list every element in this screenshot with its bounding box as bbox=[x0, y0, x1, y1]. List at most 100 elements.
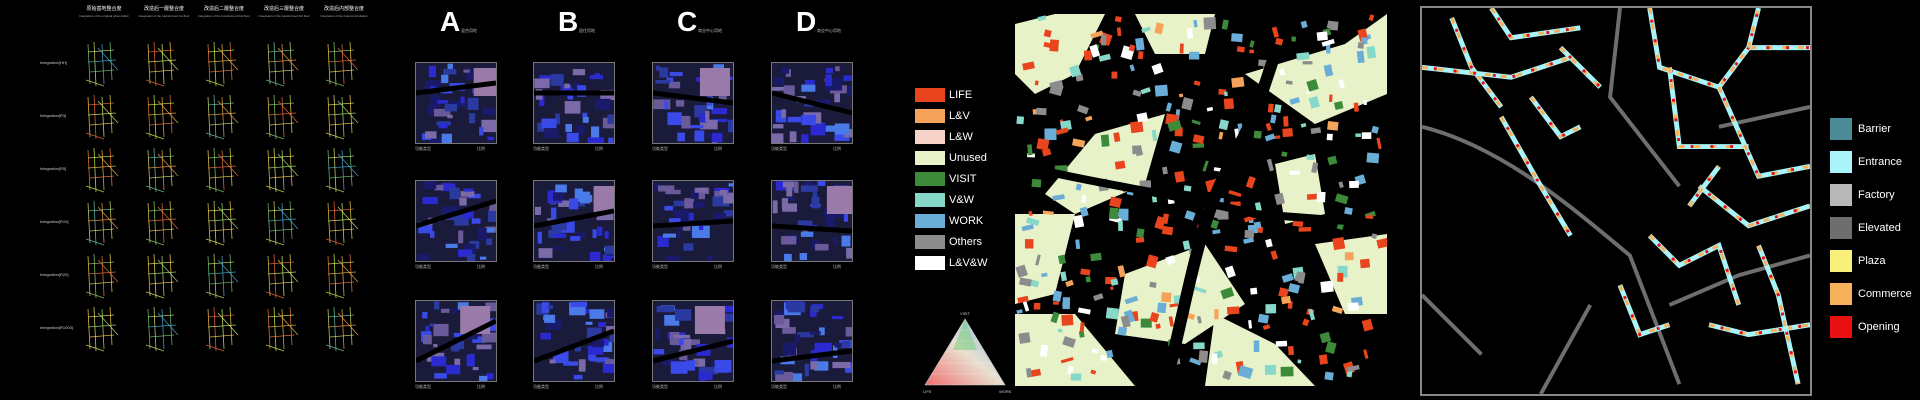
legend-label: LIFE bbox=[949, 89, 973, 101]
column-subtitle: Integration of the transformed 1st floor bbox=[138, 14, 190, 18]
integration-minimap bbox=[265, 253, 299, 299]
tile-buildings bbox=[534, 68, 614, 143]
legend-item: Entrance bbox=[1830, 151, 1902, 173]
legend-label: V&W bbox=[949, 194, 975, 206]
row-label: Integration[R1000] bbox=[40, 325, 73, 330]
function-tile bbox=[771, 180, 853, 262]
tile-buildings bbox=[653, 305, 733, 381]
integration-minimap bbox=[145, 306, 179, 352]
tile-buildings bbox=[416, 181, 496, 261]
function-tile bbox=[652, 300, 734, 382]
unused-land bbox=[1245, 14, 1387, 124]
column-letter: B bbox=[558, 6, 579, 37]
integration-minimap bbox=[325, 41, 359, 87]
function-tile bbox=[771, 300, 853, 382]
column-subtitle: Integration of the internal circulation bbox=[320, 14, 368, 18]
integration-minimap bbox=[145, 41, 179, 87]
tile-caption: 功能类型 bbox=[415, 146, 431, 151]
function-tile bbox=[415, 62, 497, 144]
legend-label: L&V bbox=[949, 110, 970, 122]
legend-swatch bbox=[915, 88, 945, 102]
column-subtitle: 商业中心用地 bbox=[698, 28, 722, 33]
legend-label: Plaza bbox=[1858, 255, 1886, 267]
tile-buildings bbox=[772, 181, 852, 261]
land-use-panel: LIFE L&V L&W Unused VISIT V&W WORK Others L&V&W … bbox=[915, 0, 1395, 400]
tile-caption: 功能类型 bbox=[533, 384, 549, 389]
tile-buildings bbox=[534, 301, 614, 380]
tile-caption: 功能类型 bbox=[533, 264, 549, 269]
legend-swatch bbox=[915, 130, 945, 144]
triangle-right-label: WORK bbox=[999, 389, 1012, 394]
integration-minimap bbox=[85, 200, 119, 246]
tile-buildings bbox=[653, 64, 733, 143]
column-subtitle: 商业中心用地 bbox=[817, 28, 841, 33]
elevated-road bbox=[1608, 8, 1681, 188]
street-interface-panel: Barrier Entrance Factory Elevated Plaza Comme… bbox=[1420, 0, 1920, 400]
legend-item: Barrier bbox=[1830, 118, 1891, 140]
land-use-map bbox=[1015, 14, 1387, 386]
legend-item: WORK bbox=[915, 214, 983, 228]
integration-minimap bbox=[265, 200, 299, 246]
legend-label: L&W bbox=[949, 131, 973, 143]
legend-label: Unused bbox=[949, 152, 987, 164]
column-subtitle: Integration of the transformed 3rd floor bbox=[258, 14, 310, 18]
legend-item: Commerce bbox=[1830, 283, 1912, 305]
tile-caption: 比例 bbox=[833, 264, 841, 269]
column-header: 改造后内部整合度 Integration of the internal circ… bbox=[314, 6, 374, 20]
tile-caption: 比例 bbox=[477, 384, 485, 389]
integration-minimap bbox=[265, 94, 299, 140]
unused-land bbox=[1315, 234, 1387, 314]
tile-caption: 比例 bbox=[477, 146, 485, 151]
tile-caption: 功能类型 bbox=[533, 146, 549, 151]
tile-caption: 比例 bbox=[714, 146, 722, 151]
legend-label: Opening bbox=[1858, 321, 1900, 333]
integration-minimap bbox=[325, 94, 359, 140]
legend-label: Elevated bbox=[1858, 222, 1901, 234]
function-tile bbox=[533, 300, 615, 382]
triangle-left-label: LIFE bbox=[923, 389, 932, 394]
function-tile bbox=[771, 62, 853, 144]
legend-item: VISIT bbox=[915, 172, 977, 186]
integration-minimap bbox=[145, 253, 179, 299]
elevated-road bbox=[1422, 293, 1483, 356]
tile-caption: 比例 bbox=[477, 264, 485, 269]
legend-item: V&W bbox=[915, 193, 974, 207]
legend-swatch bbox=[915, 151, 945, 165]
function-tile bbox=[415, 180, 497, 262]
legend-swatch bbox=[1830, 316, 1852, 338]
triangle-top-label: VISIT bbox=[960, 311, 971, 316]
column-letter: A bbox=[440, 6, 461, 37]
legend-item: Plaza bbox=[1830, 250, 1886, 272]
row-label: Integration[R3] bbox=[40, 113, 67, 118]
tile-caption: 比例 bbox=[714, 384, 722, 389]
legend-swatch bbox=[915, 214, 945, 228]
function-tile bbox=[652, 180, 734, 262]
legend-swatch bbox=[915, 235, 945, 249]
function-tile bbox=[533, 62, 615, 144]
legend-swatch bbox=[1830, 250, 1852, 272]
legend-item: Factory bbox=[1830, 184, 1895, 206]
legend-swatch bbox=[1830, 151, 1852, 173]
integration-minimap bbox=[265, 306, 299, 352]
legend-swatch bbox=[1830, 118, 1852, 140]
legend-label: WORK bbox=[949, 215, 984, 227]
tile-buildings bbox=[772, 66, 852, 143]
row-label: Integration[R5] bbox=[40, 166, 67, 171]
integration-minimap bbox=[85, 41, 119, 87]
legend-label: Commerce bbox=[1858, 288, 1912, 300]
tile-caption: 比例 bbox=[595, 264, 603, 269]
column-header: 原始基地整合度 Integration of the original urban… bbox=[74, 6, 134, 20]
function-tile bbox=[652, 62, 734, 144]
legend-swatch bbox=[1830, 283, 1852, 305]
integration-minimap bbox=[265, 147, 299, 193]
column-title: 原始基地整合度 bbox=[86, 6, 122, 12]
integration-minimap bbox=[325, 200, 359, 246]
tile-buildings bbox=[772, 301, 852, 381]
legend-item: Others bbox=[915, 235, 982, 249]
tile-caption: 功能类型 bbox=[771, 384, 787, 389]
integration-minimap bbox=[145, 94, 179, 140]
integration-minimap bbox=[325, 253, 359, 299]
legend-label: Others bbox=[949, 236, 983, 248]
tile-buildings bbox=[416, 63, 496, 143]
integration-minimap bbox=[85, 253, 119, 299]
